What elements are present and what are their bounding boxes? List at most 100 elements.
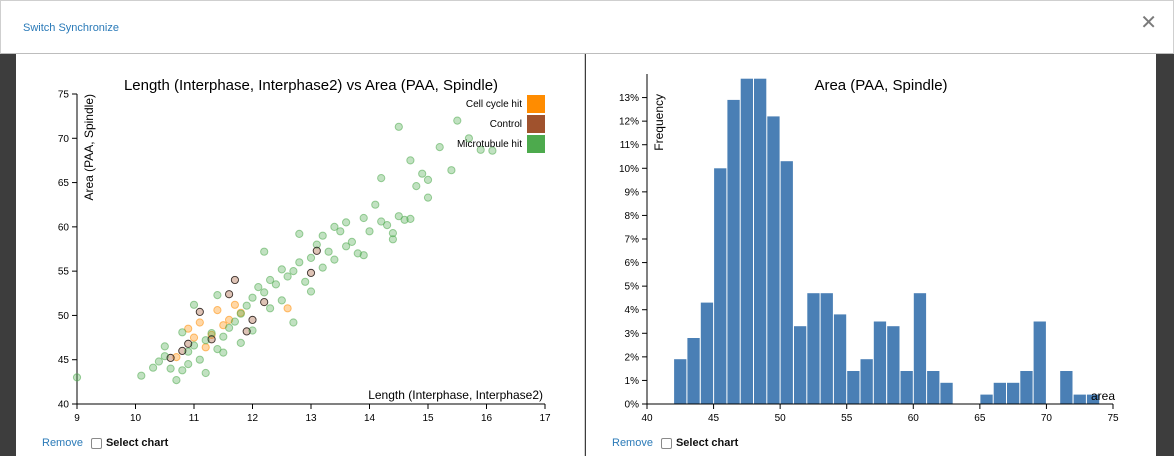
scatter-chart-panel: 9 10 11 12 13 14 15 16 17 40 45 50 55 60 65 70 75 Length … (16, 54, 585, 456)
histogram-chart-panel: 40 45 50 55 60 65 70 75 0% 1% 2% 3% 4% 5% 6% 7% 8% 9% 10% 1… (586, 54, 1156, 456)
legend-label: Microtubule hit (457, 139, 522, 150)
data-point (219, 332, 228, 341)
data-point (324, 247, 333, 256)
data-point (423, 193, 433, 202)
data-point (137, 371, 146, 380)
histogram-bar (1086, 394, 1100, 404)
data-point (260, 247, 269, 256)
data-point (271, 280, 280, 289)
data-point-outline (195, 307, 204, 316)
data-point (353, 249, 362, 258)
close-icon[interactable]: ✕ (1140, 10, 1157, 34)
x-tick-label: 14 (364, 413, 376, 424)
y-tick-label: 9% (625, 187, 640, 198)
y-axis-label: Frequency (652, 94, 666, 151)
switch-synchronize-link[interactable]: Switch Synchronize (23, 22, 119, 34)
data-point (377, 217, 386, 226)
data-point (359, 213, 368, 223)
data-point (213, 291, 222, 300)
data-point-outline (166, 353, 175, 362)
histogram-bar (860, 359, 873, 404)
data-point (394, 122, 403, 131)
data-point (201, 336, 210, 345)
data-point (154, 357, 163, 366)
data-point (195, 355, 204, 364)
y-tick-label: 5% (625, 282, 640, 293)
data-point (213, 345, 222, 354)
legend-swatch (527, 95, 545, 113)
data-point (248, 293, 257, 302)
histogram-bar (927, 371, 940, 404)
histogram-bar (820, 293, 833, 404)
data-point (254, 283, 263, 292)
data-point (342, 218, 351, 227)
x-tick-label: 17 (539, 413, 551, 424)
data-point (178, 328, 187, 337)
histogram-bar (794, 326, 807, 404)
data-point (166, 364, 175, 373)
data-point (201, 343, 210, 352)
data-point (435, 143, 444, 152)
x-tick-label: 9 (74, 413, 80, 424)
data-point (312, 240, 321, 249)
chart-footer: Remove Select chart (42, 437, 168, 449)
histogram-bar (873, 321, 887, 404)
legend-label: Cell cycle hit (466, 99, 522, 110)
y-tick-label: 70 (58, 134, 70, 145)
data-point (418, 169, 427, 178)
data-point (289, 267, 298, 276)
data-point (184, 347, 193, 356)
data-point (172, 353, 181, 362)
histogram-bar (940, 382, 953, 404)
data-point (283, 304, 292, 313)
y-tick-label: 55 (58, 267, 70, 278)
x-tick-label: 13 (305, 413, 317, 424)
data-point (388, 235, 397, 244)
data-point (306, 287, 316, 296)
histogram-bar (980, 394, 993, 404)
data-point (184, 324, 193, 333)
histogram-bar (754, 78, 767, 404)
data-point (236, 338, 245, 347)
chart-footer: Remove Select chart (612, 437, 738, 449)
data-point (347, 237, 356, 246)
histogram-bar (767, 116, 780, 405)
remove-chart-link[interactable]: Remove (612, 437, 653, 449)
histogram-chart-svg: 40 45 50 55 60 65 70 75 0% 1% 2% 3% 4% 5% 6% 7% 8% 9% 10% 1… (619, 74, 1119, 424)
histogram-bar (700, 302, 714, 404)
y-tick-label: 0% (625, 400, 640, 411)
data-point (412, 182, 421, 191)
data-point (423, 175, 433, 185)
data-point-outline (178, 346, 187, 355)
data-point (330, 222, 339, 231)
data-point (242, 301, 251, 310)
data-point (189, 300, 199, 309)
data-point (207, 329, 216, 338)
select-chart-checkbox[interactable] (660, 437, 672, 449)
data-point (464, 134, 473, 143)
data-point-outline (225, 290, 234, 299)
data-point (476, 145, 485, 154)
y-tick-label: 75 (58, 90, 70, 101)
data-point (160, 342, 169, 351)
histogram-bar (687, 338, 700, 404)
data-point (488, 146, 497, 155)
histogram-bar (993, 382, 1006, 404)
modal-header: Switch Synchronize ✕ (0, 0, 1174, 54)
histogram-bar (674, 359, 687, 404)
data-point (72, 373, 82, 382)
y-tick-label: 1% (625, 376, 640, 387)
y-tick-label: 11% (620, 140, 639, 151)
data-point (219, 348, 228, 357)
select-chart-checkbox[interactable] (90, 437, 102, 449)
histogram-bar (780, 161, 793, 404)
data-point (342, 242, 351, 251)
data-point (172, 376, 181, 385)
data-point (201, 368, 210, 378)
x-tick-label: 50 (775, 413, 787, 424)
x-axis-label: Length (Interphase, Interphase2) (368, 388, 543, 402)
y-tick-label: 8% (625, 211, 640, 222)
remove-chart-link[interactable]: Remove (42, 437, 83, 449)
x-tick-label: 15 (422, 413, 434, 424)
data-point (359, 251, 368, 260)
